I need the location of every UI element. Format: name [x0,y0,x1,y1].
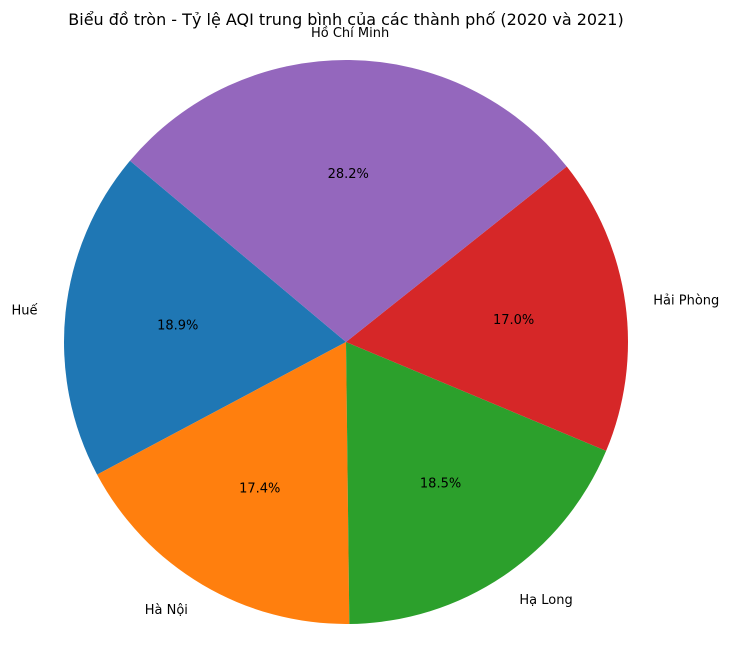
pie-slices [63,59,628,624]
pie-slice-ha-noi [97,342,350,624]
pie-slice-ho-chi-minh [129,59,567,342]
slice-percent-ha-long: 18.5% [420,476,461,491]
slice-percent-ha-noi: 17.4% [239,482,280,497]
slice-percent-ho-chi-minh: 28.2% [328,167,369,182]
slice-label-ho-chi-minh: Hồ Chí Minh [311,26,389,41]
pie-slice-hue [63,160,346,475]
slice-percent-hue: 18.9% [157,318,198,333]
pie-labels: Huế 18.9% Hà Nội 17.4% Hạ Long 18.5% Hải Phòng… [11,26,719,618]
slice-label-ha-long: Hạ Long [519,593,572,608]
pie-slice-hai-phong [346,166,628,451]
slice-percent-hai-phong: 17.0% [493,313,534,328]
slice-label-ha-noi: Hà Nội [145,603,188,618]
slice-label-hue: Huế [11,304,37,319]
chart-title: Biểu đồ tròn - Tỷ lệ AQI trung bình của … [68,10,623,29]
pie-slice-ha-long [346,342,607,624]
slice-label-hai-phong: Hải Phòng [653,293,719,308]
